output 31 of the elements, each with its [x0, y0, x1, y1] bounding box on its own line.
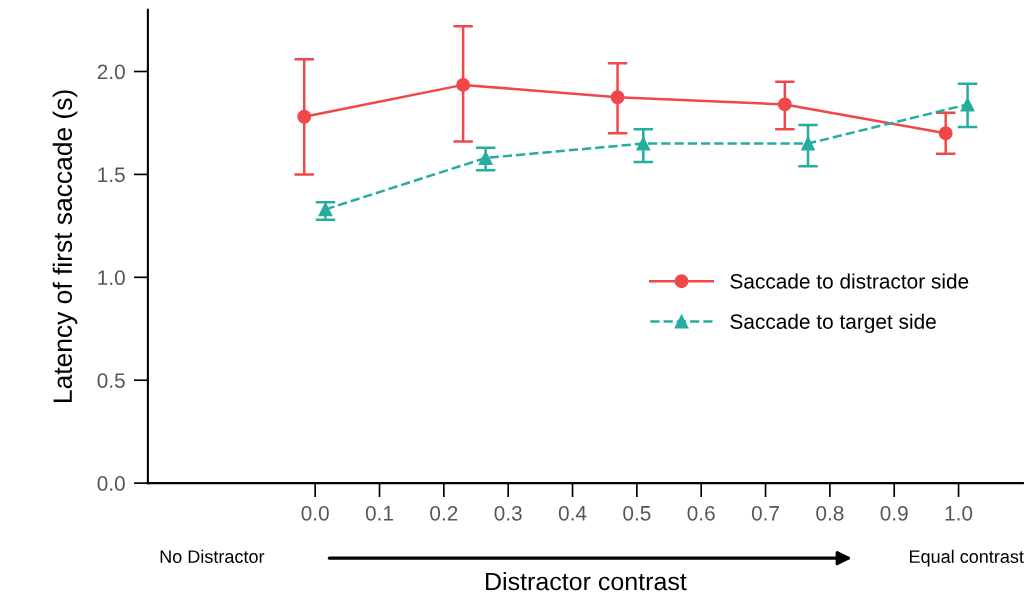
y-tick-label: 0.5 — [97, 373, 125, 388]
point — [777, 97, 792, 112]
legend-label: Saccade to target side — [730, 313, 936, 334]
point — [801, 136, 815, 151]
x-tick-label: 0.9 — [880, 505, 908, 521]
legend-label: Saccade to distractor side — [730, 273, 969, 289]
x-tick-label: 1.0 — [945, 505, 973, 521]
x-tick-label: 0.7 — [751, 505, 779, 521]
x-axis-title: Distractor contrast — [486, 571, 687, 591]
point — [960, 97, 975, 112]
y-axis-title: Latency of first saccade (s) — [52, 90, 78, 402]
y-tick-label: 1.0 — [98, 270, 125, 286]
point — [636, 136, 651, 151]
y-tick-label: 2.0 — [97, 64, 125, 80]
x-tick-label: 0.4 — [558, 505, 587, 521]
x-tick-label: 0.8 — [816, 505, 844, 521]
x-tick-label: 0.6 — [687, 505, 715, 521]
x-tick-label: 0.3 — [494, 505, 522, 521]
point — [478, 150, 493, 165]
point — [456, 77, 471, 92]
point — [610, 90, 625, 105]
y-tick-label: 0.0 — [97, 476, 125, 491]
y-tick-label: 1.5 — [98, 167, 125, 183]
text: Equal contrast — [909, 549, 1024, 567]
point — [938, 126, 953, 141]
x-tick-label: 0.2 — [430, 505, 458, 521]
x-tick-label: 0.0 — [301, 505, 329, 521]
text: No Distractor — [160, 549, 265, 563]
x-tick-label: 0.5 — [623, 505, 651, 521]
x-tick-label: 0.1 — [365, 505, 393, 521]
point — [297, 109, 312, 124]
